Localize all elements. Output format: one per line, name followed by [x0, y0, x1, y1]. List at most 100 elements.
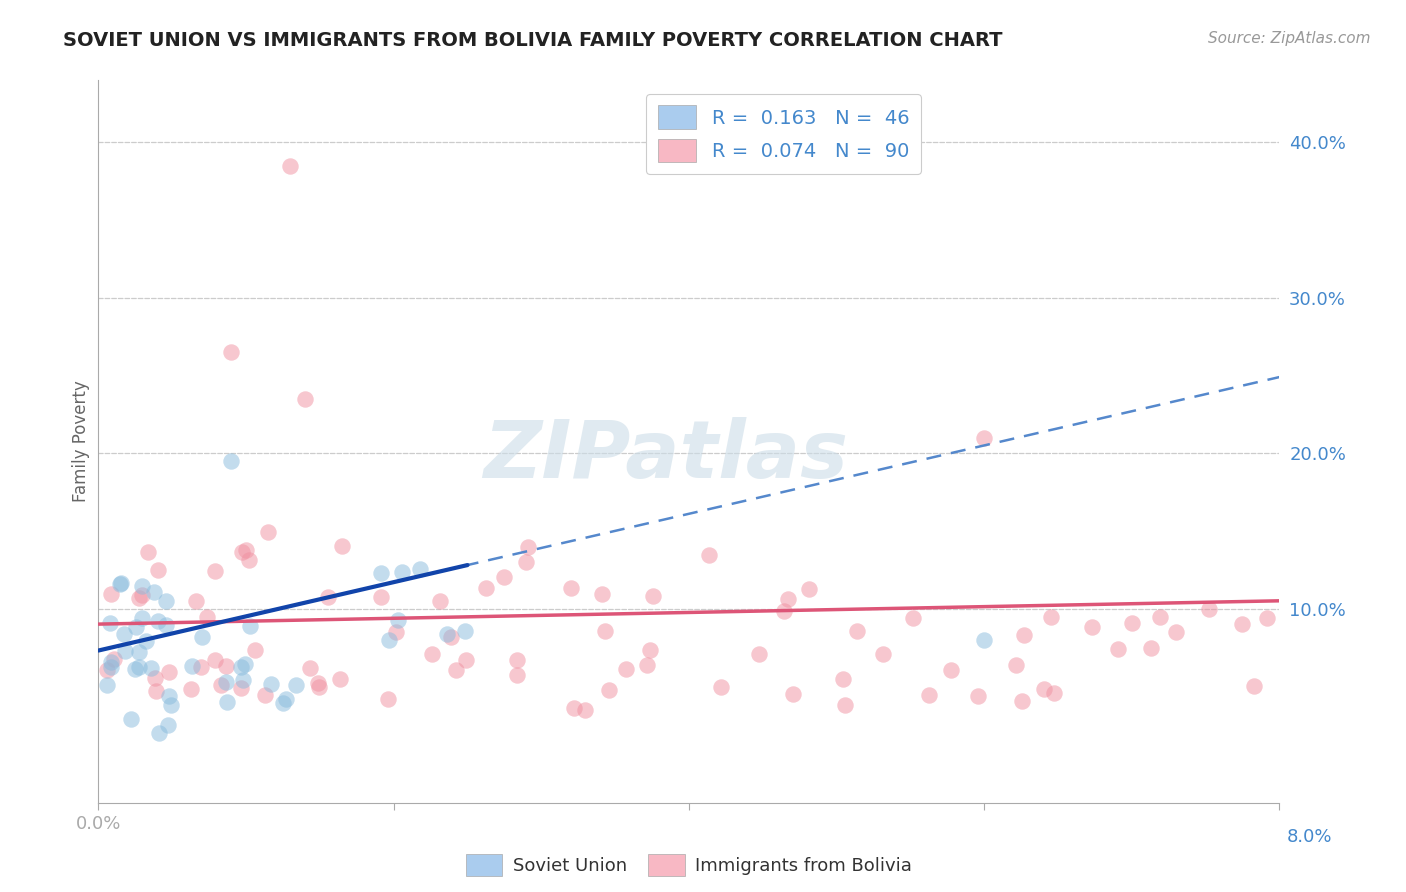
Point	[128, 660, 150, 674]
Point	[209, 678, 232, 692]
Point	[1243, 679, 1265, 693]
Point	[280, 159, 302, 173]
Point	[1081, 620, 1104, 634]
Point	[903, 611, 925, 625]
Point	[456, 653, 478, 667]
Text: Source: ZipAtlas.com: Source: ZipAtlas.com	[1208, 31, 1371, 46]
Point	[1011, 694, 1033, 708]
Point	[776, 591, 799, 606]
Point	[562, 701, 585, 715]
Point	[391, 566, 413, 580]
Point	[254, 689, 277, 703]
Point	[409, 562, 432, 576]
Point	[591, 587, 613, 601]
Point	[385, 625, 408, 640]
Point	[308, 680, 330, 694]
Point	[370, 566, 392, 580]
Point	[307, 676, 329, 690]
Point	[454, 624, 477, 639]
Text: SOVIET UNION VS IMMIGRANTS FROM BOLIVIA FAMILY POVERTY CORRELATION CHART: SOVIET UNION VS IMMIGRANTS FROM BOLIVIA …	[63, 31, 1002, 50]
Point	[156, 717, 179, 731]
Point	[215, 658, 238, 673]
Point	[1166, 624, 1188, 639]
Point	[845, 624, 868, 639]
Point	[436, 627, 458, 641]
Point	[120, 712, 142, 726]
Point	[131, 611, 153, 625]
Point	[515, 555, 537, 569]
Point	[494, 570, 516, 584]
Point	[834, 698, 856, 713]
Point	[560, 581, 582, 595]
Point	[1040, 610, 1063, 624]
Point	[136, 545, 159, 559]
Point	[636, 658, 658, 673]
Point	[420, 648, 443, 662]
Point	[941, 663, 963, 677]
Point	[918, 688, 941, 702]
Point	[614, 662, 637, 676]
Point	[378, 632, 401, 647]
Point	[831, 672, 853, 686]
Point	[1139, 640, 1161, 655]
Point	[1014, 628, 1036, 642]
Point	[204, 564, 226, 578]
Point	[143, 671, 166, 685]
Point	[231, 660, 253, 674]
Point	[238, 553, 260, 567]
Point	[100, 655, 122, 669]
Point	[148, 725, 170, 739]
Point	[387, 613, 409, 627]
Point	[638, 642, 661, 657]
Point	[155, 617, 177, 632]
Point	[145, 684, 167, 698]
Legend: R =  0.163   N =  46, R =  0.074   N =  90: R = 0.163 N = 46, R = 0.074 N = 90	[645, 94, 921, 174]
Point	[112, 627, 135, 641]
Point	[316, 590, 339, 604]
Point	[973, 431, 995, 445]
Point	[1032, 682, 1054, 697]
Point	[231, 681, 253, 695]
Point	[966, 690, 988, 704]
Point	[128, 591, 150, 605]
Point	[294, 392, 316, 406]
Point	[284, 678, 307, 692]
Point	[271, 696, 294, 710]
Point	[146, 563, 169, 577]
Point	[157, 665, 180, 679]
Point	[973, 632, 995, 647]
Point	[773, 604, 796, 618]
Point	[204, 653, 226, 667]
Point	[217, 696, 239, 710]
Point	[506, 667, 529, 681]
Point	[125, 620, 148, 634]
Point	[142, 585, 165, 599]
Point	[1230, 617, 1253, 632]
Point	[1198, 602, 1220, 616]
Point	[190, 660, 212, 674]
Point	[103, 651, 125, 665]
Point	[710, 680, 733, 694]
Point	[110, 576, 132, 591]
Point	[146, 614, 169, 628]
Point	[797, 582, 820, 597]
Point	[159, 698, 181, 712]
Text: 8.0%: 8.0%	[1286, 828, 1331, 846]
Point	[128, 645, 150, 659]
Point	[155, 594, 177, 608]
Point	[1107, 642, 1129, 657]
Point	[429, 594, 451, 608]
Point	[506, 653, 529, 667]
Point	[98, 615, 121, 630]
Point	[1004, 658, 1026, 673]
Point	[330, 539, 353, 553]
Point	[96, 663, 118, 677]
Point	[260, 677, 283, 691]
Point	[257, 524, 280, 539]
Point	[100, 586, 122, 600]
Point	[377, 692, 399, 706]
Point	[245, 642, 267, 657]
Point	[1256, 611, 1278, 625]
Point	[124, 662, 146, 676]
Point	[274, 692, 297, 706]
